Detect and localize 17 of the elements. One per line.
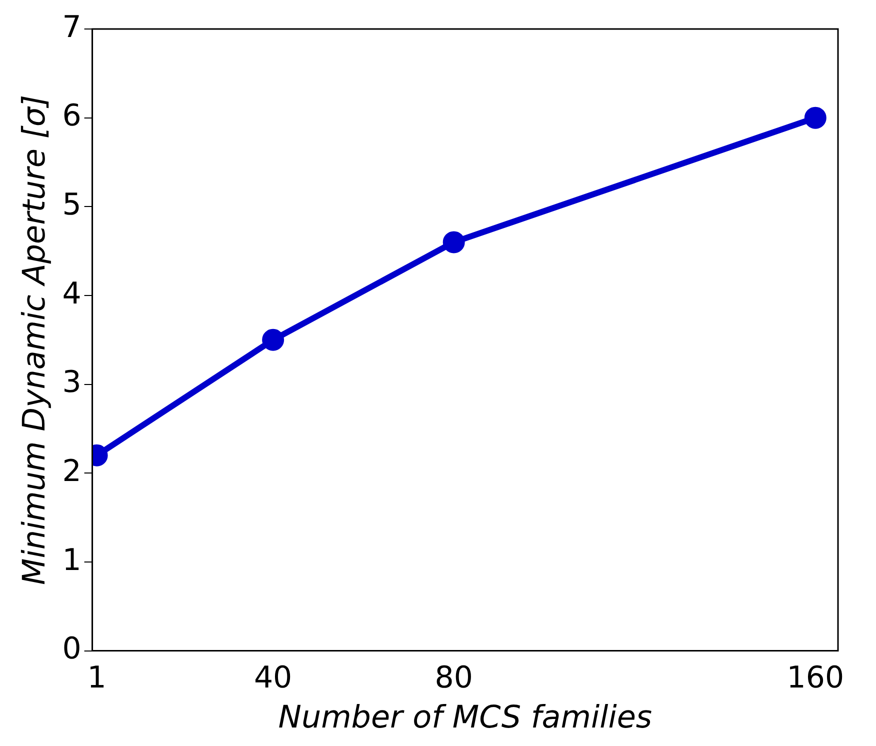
- y-tick-label: 5: [62, 187, 82, 222]
- x-tick-label: 40: [254, 660, 292, 696]
- y-tick-label: 4: [62, 276, 82, 312]
- y-tick-label: 2: [62, 454, 82, 489]
- x-tick-label: 160: [786, 660, 844, 696]
- x-tick-label: 80: [434, 660, 473, 696]
- x-axis-title: Number of MCS families: [278, 699, 652, 736]
- y-tick-label: 3: [62, 365, 82, 400]
- y-tick-label: 0: [62, 632, 82, 667]
- x-tick-label: 1: [87, 660, 106, 696]
- y-tick-label: 7: [62, 10, 82, 45]
- y-tick-label: 1: [62, 542, 82, 578]
- point: [442, 231, 465, 254]
- y-tick-label: 6: [62, 98, 82, 134]
- point: [262, 328, 284, 351]
- point: [804, 106, 826, 129]
- y-axis-title: Minimum Dynamic Aperture [σ]: [16, 94, 53, 585]
